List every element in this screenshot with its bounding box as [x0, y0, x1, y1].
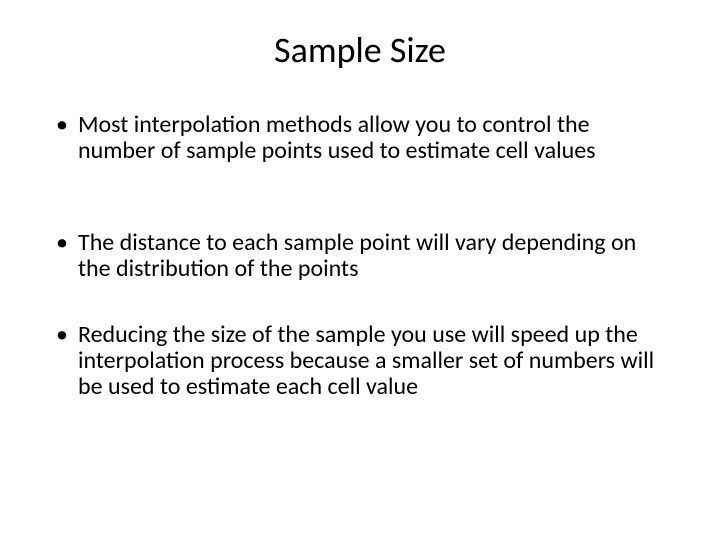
- list-item: The distance to each sample point will v…: [78, 230, 668, 282]
- list-item: Reducing the size of the sample you use …: [78, 322, 668, 400]
- list-item: Most interpolation methods allow you to …: [78, 112, 668, 164]
- slide: Sample Size Most interpolation methods a…: [0, 0, 720, 540]
- slide-title: Sample Size: [0, 28, 720, 72]
